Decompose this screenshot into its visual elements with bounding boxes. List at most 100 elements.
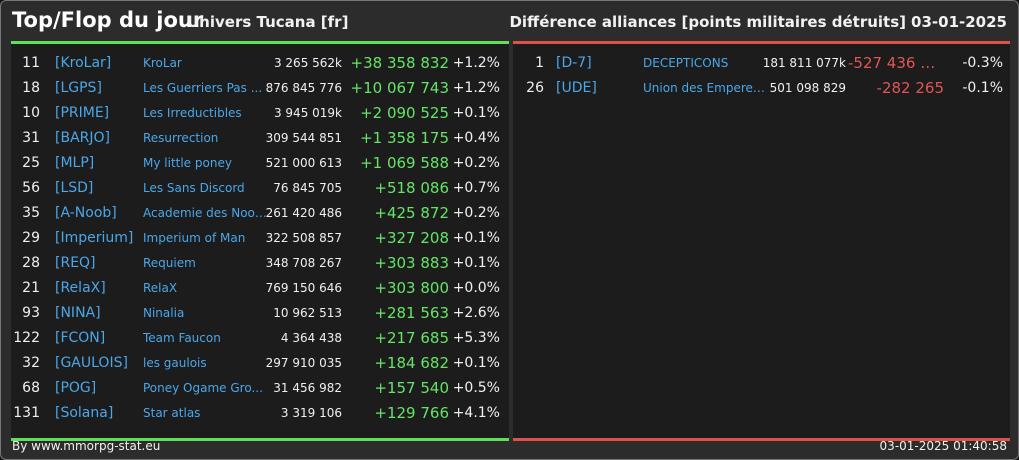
difference: +1 069 588 (360, 154, 449, 172)
footer-source: By www.mmorpg-stat.eu (12, 439, 161, 453)
alliance-tag-link[interactable]: [GAULOIS] (55, 355, 128, 371)
flop-row: 1 [D-7] DECEPTICONS 181 811 077k -527 436 57… (513, 51, 1010, 76)
percentage: +4.1% (452, 405, 500, 421)
alliance-name-link[interactable]: RelaX (143, 281, 178, 295)
percentage: +0.1% (452, 355, 500, 371)
alliance-tag-link[interactable]: [FCON] (55, 330, 106, 346)
percentage: +1.2% (452, 55, 500, 71)
top-row: 56 [LSD] Les Sans Discord 76 845 705 +518 08… (11, 176, 509, 201)
difference: +303 800 (374, 279, 449, 297)
rank: 25 (22, 155, 40, 171)
alliance-name-link[interactable]: Union des Empereur... (643, 81, 768, 95)
top-row: 21 [RelaX] RelaX 769 150 646 +303 800 +0.0% (11, 276, 509, 301)
difference: +2 090 525 (360, 104, 449, 122)
top-panel: 11 [KroLar] KroLar 3 265 562k +38 358 832 +1.… (11, 41, 509, 441)
points: 3 945 019k (273, 106, 342, 120)
flop-row: 26 [UDE] Union des Empereur... 501 098 829 -… (513, 76, 1010, 101)
percentage: +1.2% (452, 80, 500, 96)
percentage: +0.7% (452, 180, 500, 196)
alliance-tag-link[interactable]: [POG] (55, 380, 97, 396)
alliance-name-link[interactable]: Les Irreductibles (143, 106, 242, 120)
alliance-name-link[interactable]: les gaulois (143, 356, 207, 370)
percentage: +2.6% (452, 305, 500, 321)
universe-label: Univers Tucana [fr] (187, 13, 349, 31)
points: 501 098 829 (769, 81, 846, 95)
alliance-name-link[interactable]: KroLar (143, 56, 182, 70)
points: 10 962 513 (273, 306, 342, 320)
rank: 68 (22, 380, 40, 396)
top-row: 122 [FCON] Team Faucon 4 364 438 +217 685 +5.… (11, 326, 509, 351)
alliance-name-link[interactable]: Academie des Noob... (143, 206, 271, 220)
rank: 18 (22, 80, 40, 96)
top-row: 32 [GAULOIS] les gaulois 297 910 035 +184 68… (11, 351, 509, 376)
points: 309 544 851 (265, 131, 342, 145)
difference: +518 086 (374, 179, 449, 197)
top-row: 68 [POG] Poney Ogame Gro... 31 456 982 +157 … (11, 376, 509, 401)
percentage: -0.3% (962, 55, 1003, 71)
top-row: 31 [BARJO] Resurrection 309 544 851 +1 358 1… (11, 126, 509, 151)
alliance-tag-link[interactable]: [LSD] (55, 180, 94, 196)
top-row: 11 [KroLar] KroLar 3 265 562k +38 358 832 +1.… (11, 51, 509, 76)
alliance-tag-link[interactable]: [Solana] (55, 405, 114, 421)
alliance-name-link[interactable]: Star atlas (143, 406, 201, 420)
points: 261 420 486 (265, 206, 342, 220)
alliance-tag-link[interactable]: [LGPS] (55, 80, 102, 96)
points: 3 319 106 (280, 406, 342, 420)
rank: 26 (526, 80, 544, 96)
alliance-tag-link[interactable]: [Imperium] (55, 230, 134, 246)
alliance-tag-link[interactable]: [REQ] (55, 255, 96, 271)
difference: +38 358 832 (350, 54, 449, 72)
difference: +1 358 175 (360, 129, 449, 147)
alliance-name-link[interactable]: Les Guerriers Pas ... (143, 81, 263, 95)
percentage: -0.1% (962, 80, 1003, 96)
top-row: 10 [PRIME] Les Irreductibles 3 945 019k +2 0… (11, 101, 509, 126)
rank: 28 (22, 255, 40, 271)
percentage: +5.3% (452, 330, 500, 346)
alliance-name-link[interactable]: Ninalia (143, 306, 185, 320)
percentage: +0.1% (452, 105, 500, 121)
alliance-tag-link[interactable]: [NINA] (55, 305, 101, 321)
rank: 31 (22, 130, 40, 146)
alliance-tag-link[interactable]: [BARJO] (55, 130, 110, 146)
alliance-name-link[interactable]: Poney Ogame Gro... (143, 381, 263, 395)
top-row: 131 [Solana] Star atlas 3 319 106 +129 766 +4… (11, 401, 509, 426)
flop-panel: 1 [D-7] DECEPTICONS 181 811 077k -527 436 57… (513, 41, 1010, 441)
points: 31 456 982 (273, 381, 342, 395)
points: 297 910 035 (265, 356, 342, 370)
rank: 93 (22, 305, 40, 321)
difference: -282 265 (876, 79, 944, 97)
alliance-name-link[interactable]: Requiem (143, 256, 196, 270)
top-row: 93 [NINA] Ninalia 10 962 513 +281 563 +2.6% (11, 301, 509, 326)
alliance-tag-link[interactable]: [A-Noob] (55, 205, 117, 221)
points: 521 000 613 (265, 156, 342, 170)
alliance-name-link[interactable]: Les Sans Discord (143, 181, 245, 195)
rank: 32 (22, 355, 40, 371)
rank: 122 (13, 330, 40, 346)
points: 348 708 267 (265, 256, 342, 270)
alliance-tag-link[interactable]: [KroLar] (55, 55, 112, 71)
alliance-name-link[interactable]: Resurrection (143, 131, 219, 145)
alliance-tag-link[interactable]: [D-7] (556, 55, 592, 71)
rank: 35 (22, 205, 40, 221)
alliance-tag-link[interactable]: [MLP] (55, 155, 95, 171)
alliance-name-link[interactable]: My little poney (143, 156, 232, 170)
alliance-name-link[interactable]: Team Faucon (143, 331, 221, 345)
rank: 21 (22, 280, 40, 296)
page-title: Top/Flop du jour (12, 8, 204, 32)
alliance-tag-link[interactable]: [RelaX] (55, 280, 106, 296)
alliance-name-link[interactable]: Imperium of Man (143, 231, 246, 245)
header-date: 03-01-2025 (911, 13, 1007, 31)
percentage: +0.5% (452, 380, 500, 396)
difference: -527 436 572 (848, 54, 944, 72)
points: 3 265 562k (273, 56, 342, 70)
rank: 29 (22, 230, 40, 246)
points: 769 150 646 (265, 281, 342, 295)
alliance-tag-link[interactable]: [PRIME] (55, 105, 110, 121)
alliance-tag-link[interactable]: [UDE] (556, 80, 597, 96)
difference: +10 067 743 (350, 79, 449, 97)
difference: +327 208 (374, 229, 449, 247)
top-row: 29 [Imperium] Imperium of Man 322 508 857 +3… (11, 226, 509, 251)
top-row: 18 [LGPS] Les Guerriers Pas ... 876 845 776… (11, 76, 509, 101)
rank: 1 (535, 55, 544, 71)
alliance-name-link[interactable]: DECEPTICONS (643, 56, 729, 70)
